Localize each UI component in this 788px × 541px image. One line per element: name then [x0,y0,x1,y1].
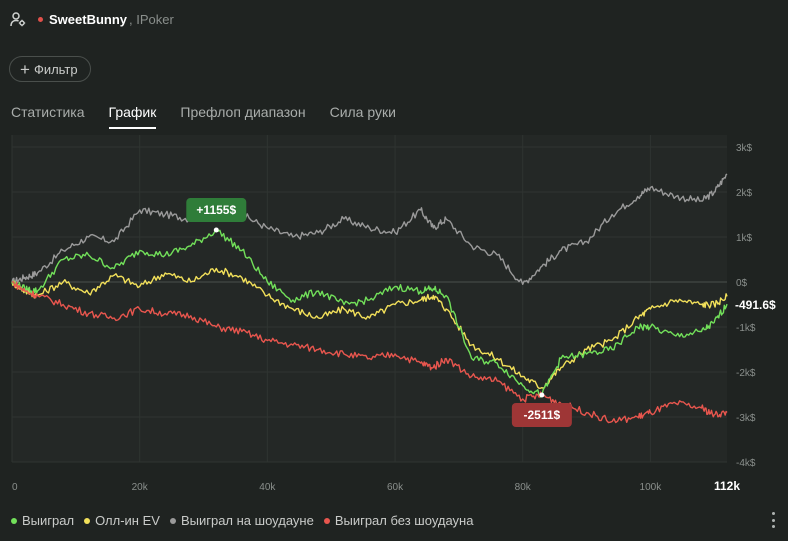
annotation-badge [186,198,247,223]
annotation-label: +1155$ [196,203,236,217]
legend-dot [169,517,176,524]
x-tick-label: 80k [515,482,532,493]
plot-background [12,135,727,462]
x-tick-label: 20k [132,482,149,493]
legend-item-allin-ev[interactable]: Олл-ин EV [84,513,160,528]
top-bar: SweetBunny , IPoker [10,8,174,30]
winnings-chart[interactable]: 3k$ 2k$ 1k$ 0$ -1k$ -2k$ -3k$ -4k$ 0 20k 40k 60k 80k… [0,135,788,500]
x-tick-label: 40k [259,482,276,493]
y-tick-label: 0$ [736,278,748,289]
network-label: , IPoker [129,11,174,27]
tab-bar: Статистика График Префлоп диапазон Сила … [11,104,420,129]
y-tick-label: -4k$ [736,458,756,469]
more-options-icon[interactable] [766,512,780,528]
y-tick-label: -3k$ [736,413,756,424]
legend-dot [323,517,330,524]
legend-dot [11,517,17,524]
series-line [11,229,728,398]
y-tick-label: -2k$ [736,368,756,379]
legend-label: Выиграл на шоудауне [180,513,314,528]
annotation-label: -2511$ [524,408,561,422]
series-line [11,281,728,424]
plus-icon: + [20,59,30,79]
legend-label: Выиграл [22,513,75,528]
legend-label: Олл-ин EV [95,513,160,528]
annotation-point [213,227,219,233]
tab-graph[interactable]: График [108,104,157,129]
x-end-label: 112k [714,479,740,493]
tab-preflop-range[interactable]: Префлоп диапазон [180,104,306,120]
annotation-badge [511,402,572,427]
tab-hand-strength[interactable]: Сила руки [329,104,396,120]
series-line [11,267,728,389]
tab-statistics[interactable]: Статистика [11,104,85,120]
user-settings-icon[interactable] [10,11,26,27]
player-name[interactable]: SweetBunny [49,11,128,27]
series-line [11,173,728,285]
y-tick-label: 3k$ [736,143,753,154]
y-tick-label: 2k$ [736,188,753,199]
chart-legend: Выиграл Олл-ин EV Выиграл на шоудауне Вы… [11,513,483,528]
y-tick-label: -1k$ [736,323,756,334]
x-tick-label: 60k [387,482,404,493]
end-value-label: -491.6$ [735,298,776,312]
filter-label: Фильтр [33,61,78,77]
filter-button[interactable]: + Фильтр [9,56,91,82]
legend-item-won[interactable]: Выиграл [11,513,74,528]
legend-dot [84,517,91,524]
legend-item-non-showdown[interactable]: Выиграл без шоудауна [323,513,474,528]
status-dot [38,16,43,22]
annotation-point [539,392,545,398]
y-tick-label: 1k$ [736,233,753,244]
x-tick-label: 100k [640,482,663,493]
x-tick-label: 0 [12,482,18,493]
legend-item-showdown[interactable]: Выиграл на шоудауне [169,513,314,528]
legend-label: Выиграл без шоудауна [334,513,474,528]
